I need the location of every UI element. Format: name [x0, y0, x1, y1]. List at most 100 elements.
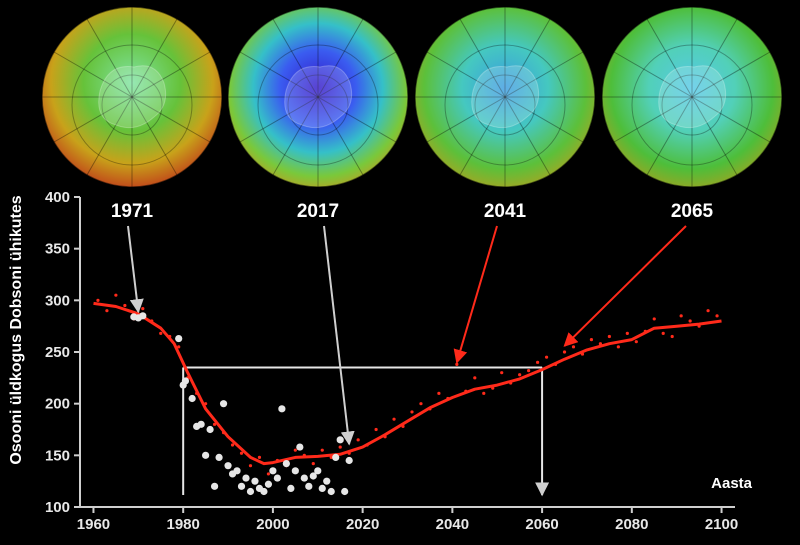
observed-point: [300, 474, 308, 482]
observed-point: [181, 377, 190, 385]
model-point: [239, 451, 244, 455]
observed-point: [341, 487, 349, 496]
meridian: [86, 18, 178, 176]
globe-1971: [42, 7, 222, 187]
y-tick-label: 200: [45, 396, 70, 413]
model-point: [159, 331, 163, 335]
globe-2041: [415, 7, 595, 187]
model-point: [141, 307, 145, 311]
antarctica-shape: [471, 65, 540, 129]
x-tick-label: 2020: [346, 516, 379, 533]
model-point: [634, 340, 638, 344]
antarctica-shape: [98, 65, 167, 129]
parallel: [474, 74, 536, 136]
observed-point: [336, 436, 344, 444]
x-tick-label: 2060: [525, 516, 558, 533]
observed-point: [233, 467, 241, 475]
model-point: [661, 331, 665, 335]
reference-lines: [182, 366, 550, 497]
model-point: [652, 317, 656, 321]
model-point: [374, 427, 378, 432]
observed-point: [269, 467, 277, 475]
observed-point: [278, 405, 286, 413]
model-point: [293, 448, 297, 452]
model-point: [500, 371, 504, 375]
model-point: [410, 410, 414, 414]
observed-point: [224, 462, 232, 470]
meridian: [459, 18, 551, 176]
model-point: [679, 314, 683, 318]
model-point: [473, 376, 477, 380]
observed-point: [282, 460, 290, 468]
model-point: [544, 355, 549, 359]
observed-point: [260, 487, 268, 496]
observed-point: [323, 477, 331, 485]
observed-point: [210, 482, 219, 490]
ozone-maps: 1971 2017 2041 2065: [41, 6, 783, 222]
observed-point: [332, 453, 340, 461]
model-point: [607, 334, 611, 339]
model-point: [419, 402, 423, 406]
observed-point: [197, 420, 205, 428]
annotation-arrows: [127, 225, 687, 446]
observed-point: [264, 480, 273, 488]
model-point: [177, 345, 181, 349]
observed-point: [139, 312, 147, 320]
parallel: [101, 74, 163, 136]
y-axis-label: Osooni üldkogus Dobsoni ühikutes: [8, 195, 25, 464]
y-tick-label: 250: [45, 344, 70, 361]
meridian: [272, 18, 364, 176]
y-tick-label: 400: [45, 189, 70, 206]
x-tick-label: 2000: [256, 516, 289, 533]
parallel: [71, 44, 193, 166]
antarctica-shape: [284, 65, 353, 129]
meridian: [613, 51, 771, 143]
observed-point: [206, 425, 214, 434]
ozone-map-2041: 2041: [414, 6, 596, 222]
globe-rim: [601, 6, 783, 188]
model-point: [212, 422, 217, 426]
observed-point: [305, 482, 313, 490]
model-point: [266, 472, 271, 476]
observed-point: [246, 487, 255, 496]
arrow-2017: [323, 225, 355, 446]
model-point: [536, 360, 540, 364]
parallel: [257, 44, 379, 166]
globe-rim: [414, 6, 596, 188]
model-point: [437, 391, 441, 395]
meridian: [239, 51, 397, 143]
observed-point: [215, 453, 223, 461]
model-point: [105, 309, 109, 313]
ozone-map-2065: 2065: [601, 6, 783, 222]
observed-point: [202, 451, 210, 459]
model-point: [114, 293, 118, 297]
observed-point: [219, 400, 228, 408]
y-tick-label: 150: [45, 447, 70, 464]
arrow-2041: [453, 225, 498, 364]
observed-point: [175, 334, 183, 343]
meridian: [272, 18, 364, 176]
ozone-map-1971: 1971: [41, 6, 223, 222]
model-point: [482, 391, 486, 395]
globe-rim: [41, 6, 223, 188]
model-points: [96, 293, 719, 476]
model-point: [248, 464, 253, 468]
observed-point: [309, 472, 317, 480]
meridian: [646, 18, 738, 176]
model-point: [625, 331, 629, 335]
meridian: [53, 51, 211, 143]
observed-point: [327, 487, 335, 496]
model-line-group: [93, 301, 722, 466]
map-year-label: 1971: [111, 201, 154, 222]
model-point: [616, 345, 620, 349]
globe-2065: [602, 7, 782, 187]
meridian: [53, 51, 211, 143]
observed-point: [291, 467, 299, 475]
globe-2017: [228, 7, 408, 187]
model-point: [356, 438, 360, 442]
model-point: [123, 303, 127, 308]
model-point: [688, 319, 692, 323]
observed-point: [237, 482, 246, 490]
globe-rim: [227, 6, 409, 188]
